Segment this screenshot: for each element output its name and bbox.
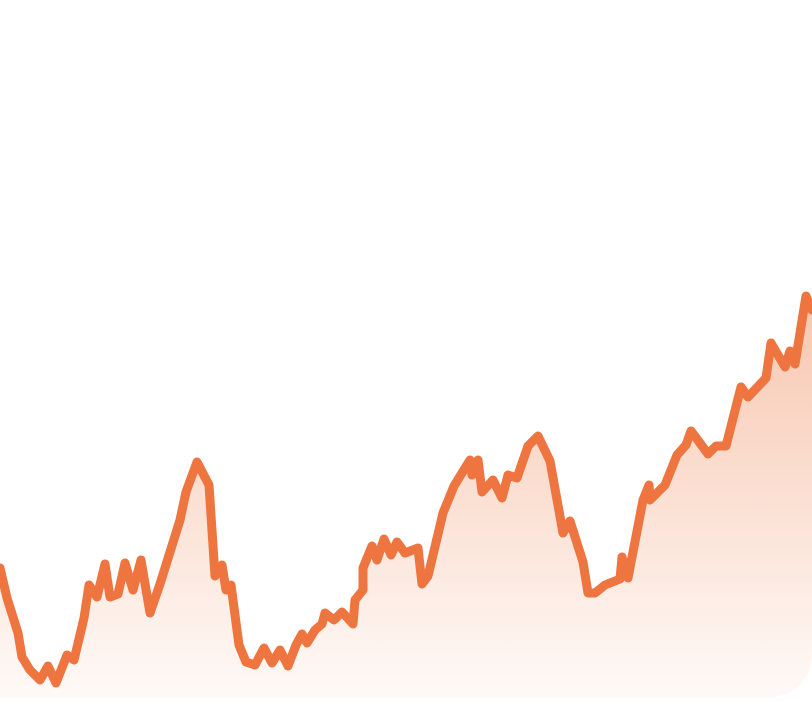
series-line [0,291,812,688]
area-fill [0,296,812,698]
